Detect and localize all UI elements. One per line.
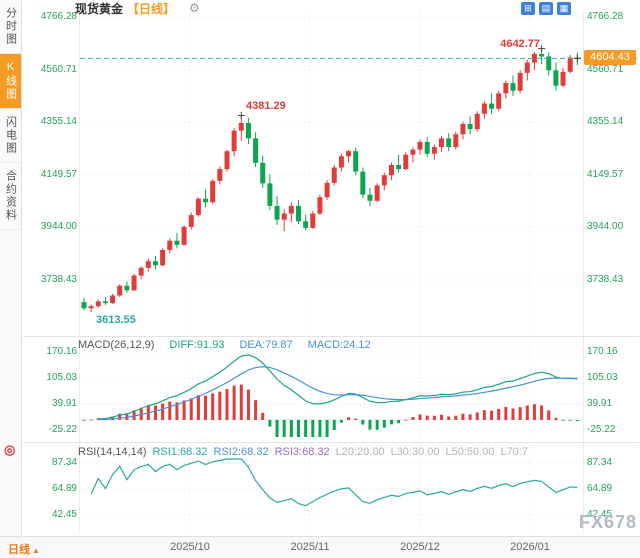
rsi-params-label: RSI(14,14,14)	[78, 446, 147, 458]
x-axis-label: 2025/12	[400, 541, 440, 553]
chart-toolbar: ⊞ ▤ ▦	[521, 2, 571, 15]
timeframe-tab[interactable]: 日线 ▲	[8, 541, 40, 557]
annotation-local-high-price: 4381.29	[246, 100, 286, 112]
x-axis-label: 2025/11	[290, 541, 330, 553]
watermark: FX678	[578, 512, 637, 532]
x-axis-label: 2025/10	[170, 541, 210, 553]
multi-window-icon[interactable]: ▦	[557, 2, 571, 15]
rsi-l20-label: L20:20.00	[335, 446, 385, 458]
annotation-peak-price: 4642.77	[500, 38, 540, 50]
rsi-l30-label: L30:30.00	[390, 446, 440, 458]
x-axis-label: 2026/01	[510, 541, 550, 553]
annotation-start-low-price: 3613.55	[96, 314, 136, 326]
bottom-bar: 日线 ▲ 2025/10 2025/11 2025/12 2026/01	[0, 536, 640, 558]
rsi1-value: RSI1:68.32	[152, 446, 208, 458]
instrument-title: 现货黄金	[75, 1, 124, 16]
rsi2-value: RSI2:68.32	[213, 446, 269, 458]
macd-dea-value: DEA:79.87	[239, 339, 293, 351]
macd-header: MACD(26,12,9) DIFF:91.93 DEA:79.87 MACD:…	[78, 339, 371, 351]
chart-header: 现货黄金 【日线】 ⚙	[75, 0, 200, 16]
grid-view-icon[interactable]: ⊞	[521, 2, 535, 15]
rsi-header: RSI(14,14,14) RSI1:68.32 RSI2:68.32 RSI3…	[78, 446, 528, 458]
rsi-l50-label: L50:50.00	[445, 446, 495, 458]
sidebar-tab-contract-info[interactable]: 合约资料	[0, 163, 21, 230]
macd-params-label: MACD(26,12,9)	[78, 339, 155, 351]
timeframe-label: 日线	[8, 544, 30, 556]
macd-bar-value: MACD:24.12	[307, 339, 371, 351]
sidebar: 分时图 K线图 闪电图 合约资料 ◎	[0, 0, 22, 536]
rsi3-value: RSI3:68.32	[274, 446, 330, 458]
period-tag: 【日线】	[127, 1, 176, 16]
list-view-icon[interactable]: ▤	[539, 2, 553, 15]
sidebar-tab-timeshare[interactable]: 分时图	[0, 0, 21, 54]
macd-diff-value: DIFF:91.93	[169, 339, 225, 351]
current-price-label: 4604.43	[584, 50, 636, 65]
up-triangle-icon: ▲	[32, 546, 40, 555]
sidebar-tab-lightning[interactable]: 闪电图	[0, 109, 21, 163]
sidebar-tab-kline[interactable]: K线图	[0, 54, 21, 109]
target-icon[interactable]: ◎	[4, 442, 16, 457]
rsi-l70-label: L70:7	[500, 446, 528, 458]
settings-icon[interactable]: ⚙	[189, 0, 200, 15]
